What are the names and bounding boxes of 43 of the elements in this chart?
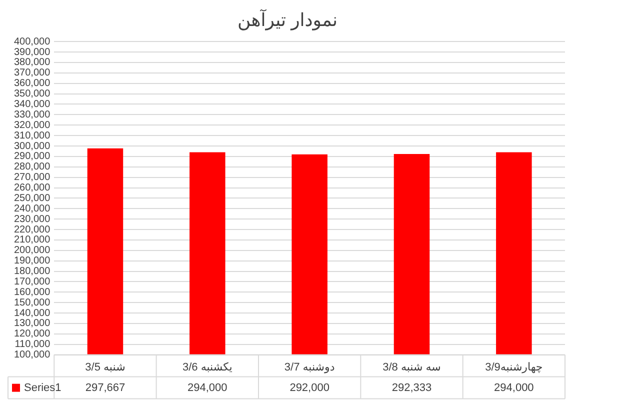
data-label: 292,333 (392, 382, 432, 394)
y-tick-label: 170,000 (14, 276, 51, 288)
legend-label: Series1 (24, 382, 62, 394)
y-tick-label: 180,000 (14, 266, 51, 278)
y-tick-label: 380,000 (14, 57, 51, 68)
y-tick-label: 290,000 (14, 151, 51, 162)
x-tick-label: سه شنبه 3/8 (382, 361, 441, 374)
y-tick-label: 300,000 (14, 140, 51, 152)
y-tick-label: 220,000 (14, 224, 51, 236)
y-tick-label: 150,000 (14, 297, 51, 308)
y-tick-label: 370,000 (14, 68, 51, 79)
y-tick-label: 250,000 (14, 192, 51, 204)
data-label: 292,000 (290, 382, 330, 394)
x-tick-label: دوشنبه 3/7 (284, 361, 335, 374)
y-tick-label: 240,000 (14, 203, 51, 214)
y-tick-label: 160,000 (14, 286, 51, 298)
y-tick-label: 230,000 (14, 214, 51, 225)
y-tick-label: 130,000 (14, 318, 51, 330)
y-tick-label: 260,000 (14, 182, 51, 194)
y-tick-label: 100,000 (14, 350, 51, 361)
x-tick-label: چهارشنبه3/9 (485, 361, 543, 374)
y-tick-label: 200,000 (14, 245, 51, 256)
y-tick-label: 360,000 (14, 78, 51, 90)
x-tick-label: شنبه 3/5 (85, 361, 126, 374)
y-tick-label: 270,000 (14, 172, 51, 184)
data-label: 294,000 (494, 382, 534, 394)
data-label: 294,000 (188, 382, 228, 394)
y-tick-label: 310,000 (14, 130, 51, 142)
y-tick-label: 190,000 (14, 256, 51, 267)
y-tick-label: 330,000 (14, 109, 51, 120)
y-tick-label: 320,000 (14, 120, 51, 131)
data-label: 297,667 (85, 382, 126, 394)
y-tick-label: 120,000 (14, 328, 51, 340)
y-tick-label: 280,000 (14, 162, 51, 173)
chart-title: نمودار تیرآهن (238, 8, 338, 31)
y-tick-label: 110,000 (14, 339, 51, 350)
y-tick-label: 350,000 (14, 88, 51, 100)
x-tick-label: یکشنبه 3/6 (182, 361, 232, 374)
y-tick-label: 400,000 (14, 36, 51, 48)
y-tick-label: 340,000 (14, 98, 51, 110)
y-tick-label: 390,000 (14, 46, 51, 58)
y-tick-label: 140,000 (14, 308, 51, 319)
y-tick-label: 210,000 (14, 234, 51, 246)
